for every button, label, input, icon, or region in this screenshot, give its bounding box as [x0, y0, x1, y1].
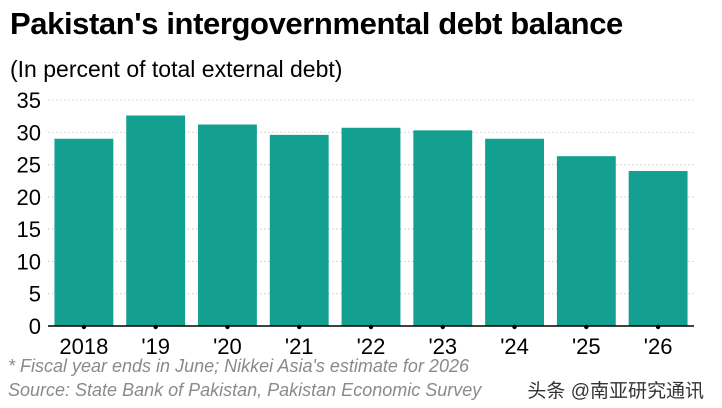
y-tick-label: 25: [17, 153, 41, 178]
x-tick-mark: [81, 324, 87, 330]
x-tick-label: '22: [357, 334, 386, 359]
chart-subtitle: (In percent of total external debt): [10, 56, 343, 82]
x-tick-label: '20: [213, 334, 242, 359]
chart-title: Pakistan's intergovernmental debt balanc…: [10, 6, 623, 41]
watermark: 头条 @南亚研究通讯: [521, 374, 710, 407]
bar: [198, 124, 257, 326]
y-tick-label: 15: [17, 217, 41, 242]
x-tick-label: '26: [644, 334, 673, 359]
x-tick-label: '23: [428, 334, 457, 359]
y-tick-label: 5: [29, 282, 41, 307]
x-tick-label: '25: [572, 334, 601, 359]
x-tick-label: '24: [500, 334, 529, 359]
y-tick-label: 20: [17, 185, 41, 210]
y-tick-label: 0: [29, 314, 41, 339]
x-tick-mark: [440, 324, 445, 330]
y-tick-label: 30: [17, 120, 41, 145]
bar: [341, 127, 401, 326]
footnote: * Fiscal year ends in June; Nikkei Asia'…: [8, 356, 469, 376]
x-tick-mark: [225, 324, 230, 330]
x-tick-label: 2018: [59, 334, 108, 359]
source-note: Source: State Bank of Pakistan, Pakistan…: [8, 380, 482, 400]
bar: [269, 134, 329, 326]
x-tick-mark: [512, 324, 517, 330]
bar: [54, 138, 114, 326]
x-tick-label: '21: [285, 334, 314, 359]
x-tick-mark: [153, 324, 158, 330]
bar: [413, 130, 473, 326]
bar: [556, 156, 616, 326]
y-tick-label: 35: [17, 88, 41, 113]
x-tick-mark: [368, 324, 374, 330]
bar: [485, 138, 544, 326]
x-tick-label: '19: [141, 334, 170, 359]
bar: [126, 115, 186, 326]
x-tick-mark: [297, 324, 302, 330]
y-tick-label: 10: [17, 249, 41, 274]
x-tick-mark: [584, 324, 589, 330]
bar: [628, 171, 688, 326]
x-tick-mark: [655, 324, 661, 330]
bar-chart: 0 5 10 15 20 25 30 35 2018 '19 '20 '21 '22 '23 '24 '25 '…: [17, 88, 694, 359]
